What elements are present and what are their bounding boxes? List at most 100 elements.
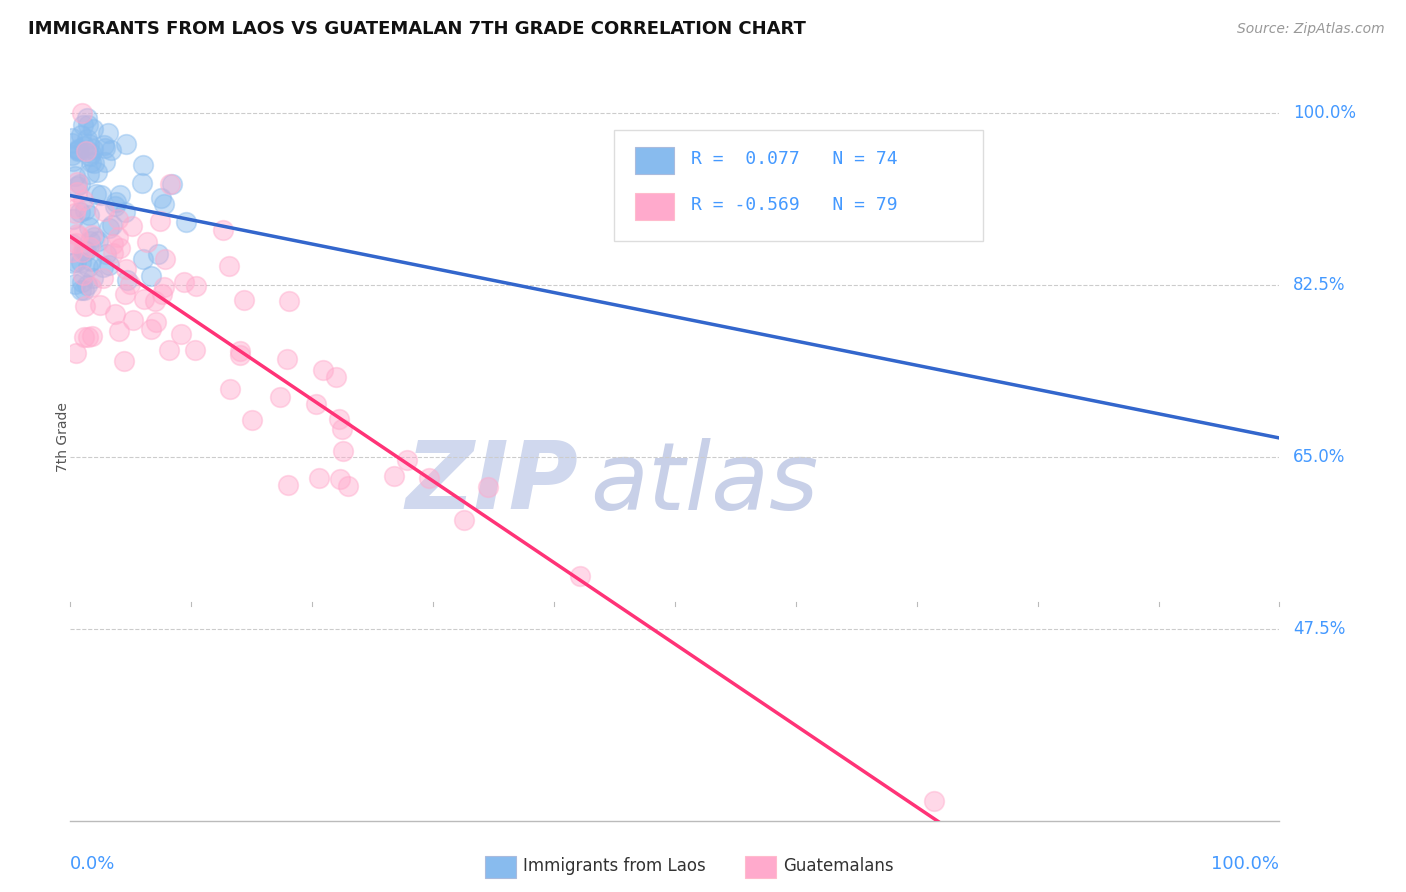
Point <box>149 214 172 228</box>
Point <box>145 315 167 329</box>
Y-axis label: 7th Grade: 7th Grade <box>56 402 70 472</box>
Point <box>114 205 136 219</box>
Point <box>104 307 127 321</box>
Text: 82.5%: 82.5% <box>1294 276 1346 293</box>
Point <box>65 255 87 269</box>
Point <box>76 278 98 293</box>
Point <box>79 208 101 222</box>
Point <box>66 229 89 244</box>
Point <box>212 223 235 237</box>
Point <box>77 167 100 181</box>
Point <box>98 220 121 235</box>
Point <box>277 294 299 309</box>
Point <box>62 212 84 227</box>
Text: IMMIGRANTS FROM LAOS VS GUATEMALAN 7TH GRADE CORRELATION CHART: IMMIGRANTS FROM LAOS VS GUATEMALAN 7TH G… <box>28 21 806 38</box>
Point <box>83 230 105 244</box>
Point <box>62 255 84 269</box>
Point <box>132 158 155 172</box>
Point <box>60 244 83 259</box>
Point <box>337 479 360 493</box>
Point <box>89 298 111 312</box>
Point <box>382 468 405 483</box>
Point <box>75 298 97 312</box>
Point <box>153 252 176 267</box>
Point <box>184 278 207 293</box>
Point <box>218 382 240 396</box>
Point <box>101 237 124 252</box>
Point <box>60 136 83 150</box>
Point <box>233 293 256 307</box>
Point <box>131 176 153 190</box>
Point <box>330 422 353 436</box>
Point <box>84 187 107 202</box>
Point <box>153 197 176 211</box>
Point <box>276 352 298 367</box>
Point <box>568 568 591 582</box>
Point <box>107 230 129 244</box>
Point <box>149 191 172 205</box>
Point <box>82 329 104 343</box>
Point <box>100 143 122 157</box>
Point <box>65 346 87 360</box>
Point <box>67 142 90 156</box>
Point <box>77 219 100 234</box>
Point <box>76 112 98 126</box>
Point <box>75 244 97 259</box>
Point <box>143 294 166 309</box>
Point <box>107 211 129 226</box>
Point <box>73 283 96 297</box>
Point <box>66 175 89 189</box>
Point <box>477 480 499 494</box>
Point <box>139 322 162 336</box>
Point <box>77 118 100 132</box>
Point <box>93 138 115 153</box>
Point <box>121 219 143 233</box>
Point <box>150 287 173 301</box>
Point <box>103 199 125 213</box>
Point <box>76 330 98 344</box>
Text: 0.0%: 0.0% <box>70 855 115 873</box>
Text: 65.0%: 65.0% <box>1294 448 1346 466</box>
Point <box>76 260 98 274</box>
Point <box>66 178 89 193</box>
Point <box>86 165 108 179</box>
Point <box>73 330 96 344</box>
Point <box>115 261 138 276</box>
Text: 100.0%: 100.0% <box>1212 855 1279 873</box>
Point <box>115 136 138 151</box>
Point <box>108 187 131 202</box>
Point <box>63 277 86 292</box>
Point <box>453 513 475 527</box>
Point <box>90 188 112 202</box>
Point <box>277 477 299 491</box>
Point <box>184 343 207 357</box>
Point <box>122 313 145 327</box>
FancyBboxPatch shape <box>636 194 673 220</box>
Point <box>174 215 197 229</box>
Point <box>108 241 131 255</box>
Point <box>73 244 96 258</box>
Point <box>228 348 250 362</box>
Point <box>66 227 89 241</box>
Point <box>305 397 328 411</box>
Point <box>395 453 418 467</box>
Point <box>65 236 87 251</box>
Point <box>160 177 183 191</box>
Point <box>269 390 291 404</box>
Point <box>91 270 114 285</box>
Point <box>97 127 120 141</box>
Point <box>60 130 83 145</box>
Point <box>94 154 117 169</box>
Point <box>77 137 100 152</box>
Point <box>418 471 440 485</box>
Point <box>328 412 350 426</box>
Point <box>79 234 101 248</box>
Point <box>105 194 128 209</box>
Point <box>134 292 156 306</box>
Point <box>146 246 169 260</box>
Point <box>329 472 352 486</box>
Point <box>70 244 93 259</box>
Point <box>69 177 91 191</box>
Text: 47.5%: 47.5% <box>1294 620 1346 638</box>
Point <box>73 202 96 217</box>
